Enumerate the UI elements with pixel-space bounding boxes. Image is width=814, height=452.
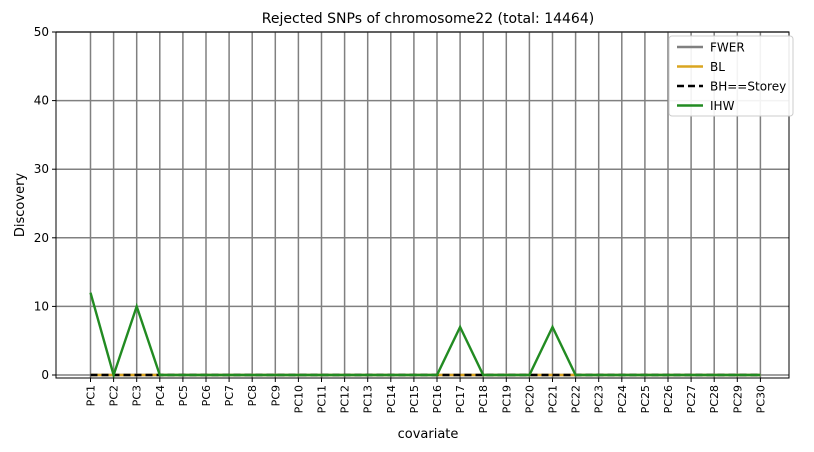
legend-label: BH==Storey (710, 80, 786, 94)
x-tick-label: PC4 (154, 385, 167, 406)
x-tick-label: PC16 (431, 385, 444, 413)
x-tick-label: PC17 (454, 385, 467, 413)
y-tick-label: 10 (34, 299, 49, 313)
y-tick-label: 40 (34, 94, 49, 108)
legend-label: FWER (710, 41, 745, 55)
x-tick-label: PC26 (662, 385, 675, 413)
x-tick-label: PC8 (246, 385, 259, 406)
legend-box (668, 35, 794, 117)
chart-title: Rejected SNPs of chromosome22 (total: 14… (262, 11, 594, 27)
series-line-ihw (89, 292, 761, 380)
plot-frame (55, 31, 790, 379)
x-tick-label: PC10 (292, 385, 305, 413)
x-tick-label: PC18 (477, 385, 490, 413)
x-tick-label: PC15 (408, 385, 421, 413)
x-tick-label: PC24 (616, 385, 629, 413)
y-tick-label: 50 (34, 25, 49, 39)
x-tick-label: PC7 (223, 385, 236, 406)
x-tick-label: PC14 (385, 385, 398, 413)
x-tick-label: PC22 (570, 385, 583, 413)
x-tick-label: PC9 (269, 385, 282, 406)
x-tick-label: PC12 (339, 385, 352, 413)
y-tick-label: 20 (34, 231, 49, 245)
legend-label: IHW (710, 99, 735, 113)
x-tick-label: PC27 (685, 385, 698, 413)
x-tick-label: PC28 (708, 385, 721, 413)
x-tick-label: PC23 (593, 385, 606, 413)
x-tick-label: PC21 (547, 385, 560, 413)
y-tick-label: 0 (41, 368, 49, 382)
x-tick-label: PC20 (523, 385, 536, 413)
y-tick-label: 30 (34, 162, 49, 176)
x-tick-label: PC29 (731, 385, 744, 413)
series-lines (89, 292, 761, 380)
x-tick-label: PC13 (362, 385, 375, 413)
legend-label: BL (710, 60, 725, 74)
y-axis: 0 10 20 30 40 50 (34, 25, 56, 382)
x-tick-label: PC3 (131, 385, 144, 406)
x-tick-label: PC5 (177, 385, 190, 406)
legend: FWER BL BH==Storey IHW (668, 35, 794, 117)
y-axis-label: Discovery (13, 173, 28, 238)
x-axis-label: covariate (398, 427, 459, 442)
x-tick-label: PC1 (85, 385, 98, 406)
x-tick-label: PC11 (316, 385, 329, 413)
x-tick-label: PC19 (500, 385, 513, 413)
x-tick-label: PC2 (108, 385, 121, 406)
x-tick-label: PC30 (754, 385, 767, 413)
x-axis: PC1 PC2 PC3 PC4 PC5 PC6 PC7 PC8 PC9 PC10 PC11 PC12 P… (85, 378, 767, 413)
x-tick-label: PC6 (200, 385, 213, 406)
x-tick-label: PC25 (639, 385, 652, 413)
